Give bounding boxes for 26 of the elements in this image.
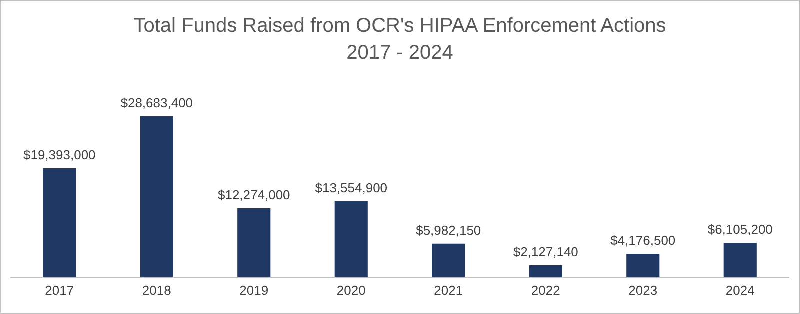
- bar: [529, 265, 562, 278]
- x-tick-label: 2021: [434, 282, 464, 298]
- data-label: $6,105,200: [708, 222, 773, 238]
- x-tick-label: 2019: [240, 282, 269, 298]
- data-label: $13,554,900: [315, 180, 388, 196]
- data-label: $2,127,140: [513, 244, 578, 260]
- data-label: $5,982,150: [416, 222, 482, 238]
- bar: [432, 244, 466, 278]
- bar: [334, 201, 368, 278]
- chart-subtitle: 2017 - 2024: [346, 41, 454, 66]
- x-tick-label: 2020: [336, 282, 366, 298]
- x-tick-label: 2024: [726, 282, 755, 298]
- x-tick-label: 2022: [531, 282, 560, 298]
- bar: [724, 243, 757, 278]
- x-tick-label: 2018: [142, 282, 172, 298]
- data-label: $4,176,500: [610, 233, 676, 248]
- bar: [238, 208, 271, 278]
- x-tick-label: 2023: [628, 282, 658, 298]
- data-label: $19,393,000: [23, 148, 96, 163]
- data-label: $12,274,000: [218, 188, 290, 203]
- x-tick-label: 2017: [45, 282, 74, 298]
- bar: [626, 254, 660, 278]
- chart-title: Total Funds Raised from OCR's HIPAA Enforcement Actions: [132, 14, 668, 39]
- bar: [43, 168, 76, 278]
- bar: [140, 116, 174, 278]
- data-label: $28,683,400: [120, 95, 194, 110]
